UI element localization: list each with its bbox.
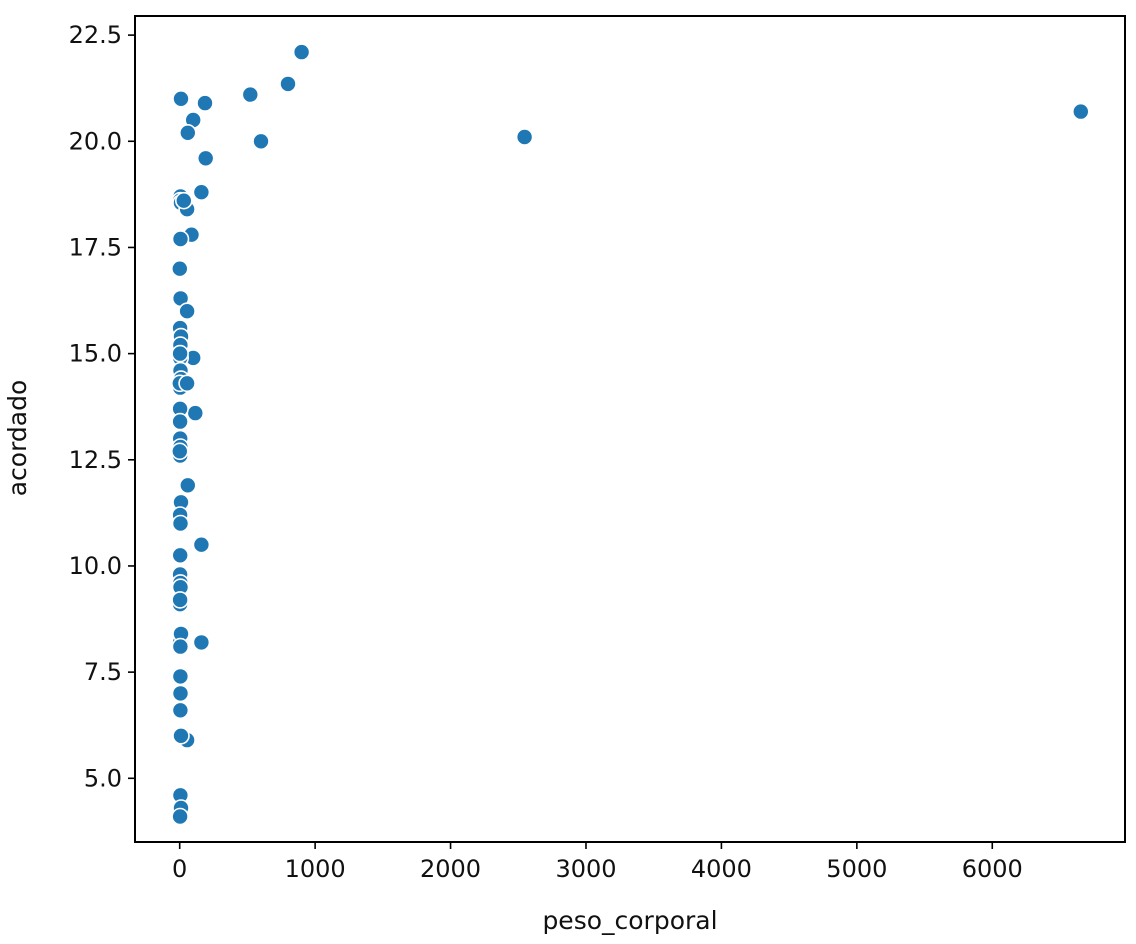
data-point	[171, 701, 190, 720]
data-point	[171, 344, 189, 363]
data-point	[171, 230, 190, 248]
y-tick-label: 17.5	[69, 233, 122, 261]
plot-frame	[134, 15, 1126, 843]
data-point	[171, 591, 189, 609]
data-point	[171, 807, 189, 826]
x-tick-label: 4000	[691, 855, 752, 883]
data-point	[171, 637, 190, 656]
data-point	[196, 149, 215, 168]
x-axis-label: peso_corporal	[542, 906, 717, 935]
data-point	[192, 633, 211, 652]
x-tick-label: 0	[172, 855, 187, 883]
data-point	[171, 667, 190, 686]
y-tick-label: 22.5	[69, 21, 122, 49]
data-point	[171, 684, 190, 703]
plot-area	[135, 16, 1125, 842]
x-tick-label: 2000	[420, 855, 481, 883]
data-point	[171, 412, 189, 431]
data-point	[186, 404, 205, 422]
y-axis: 5.0 7.5 10.0 12.5 15.0 17.5 20.0 22.5	[69, 21, 135, 792]
data-point	[1072, 102, 1090, 121]
data-point	[192, 183, 211, 201]
data-point	[171, 514, 190, 533]
data-point	[171, 546, 189, 565]
y-tick-label: 7.5	[84, 658, 122, 686]
y-tick-label: 10.0	[69, 552, 122, 580]
x-tick-label: 3000	[555, 855, 616, 883]
data-point	[515, 128, 534, 146]
data-point	[171, 259, 189, 278]
data-point	[292, 43, 311, 61]
x-axis: 0 1000 2000 3000 4000 5000 6000	[172, 842, 1023, 883]
data-point	[252, 132, 270, 151]
data-point	[192, 535, 211, 554]
y-tick-label: 15.0	[69, 340, 122, 368]
data-point	[178, 302, 196, 321]
data-point	[178, 374, 196, 393]
x-tick-label: 6000	[962, 855, 1023, 883]
x-tick-label: 1000	[285, 855, 346, 883]
y-tick-label: 20.0	[69, 127, 122, 155]
data-point	[179, 124, 197, 142]
data-point	[279, 75, 297, 93]
data-point	[172, 90, 190, 108]
y-tick-label: 12.5	[69, 446, 122, 474]
data-point	[172, 726, 190, 745]
data-points	[171, 43, 1090, 826]
y-tick-label: 5.0	[84, 764, 122, 792]
data-point	[179, 476, 197, 495]
data-point	[171, 442, 189, 461]
data-point	[196, 94, 214, 112]
data-point	[241, 85, 260, 104]
data-point	[175, 191, 193, 210]
y-axis-label: acordado	[3, 380, 32, 497]
x-tick-label: 5000	[826, 855, 887, 883]
